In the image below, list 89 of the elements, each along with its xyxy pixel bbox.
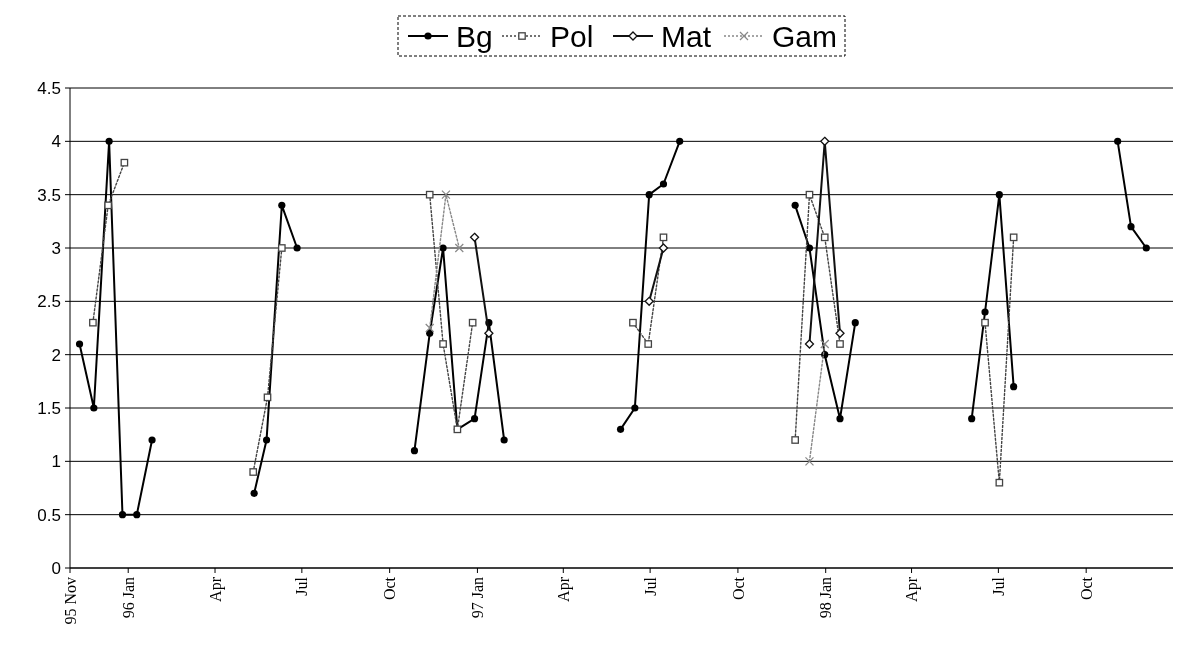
x-tick-label: 96 Jan: [119, 577, 137, 619]
point: [981, 308, 989, 316]
point: [410, 447, 419, 455]
point: [278, 201, 286, 209]
y-tick-label: 0.5: [37, 505, 61, 525]
point: [439, 340, 447, 348]
point: [820, 233, 829, 242]
y-tick-label: 1.5: [37, 398, 61, 418]
y-tick-label: 1: [51, 452, 61, 472]
point: [89, 318, 97, 327]
point: [249, 468, 258, 476]
x-tick-label: Jul: [641, 576, 659, 596]
y-tick-label: 4.5: [37, 78, 61, 98]
point: [439, 244, 447, 252]
legend-label: Mat: [661, 19, 712, 53]
point: [263, 393, 272, 402]
x-tick-label: Jul: [989, 576, 1007, 596]
point: [426, 329, 434, 337]
point: [118, 511, 127, 519]
x-tick-label: Jul: [293, 576, 311, 596]
point: [1142, 244, 1150, 252]
point: [981, 318, 989, 327]
point: [468, 318, 477, 327]
y-tick-label: 2: [51, 345, 61, 365]
point: [469, 232, 480, 242]
point: [90, 404, 98, 412]
point: [804, 456, 815, 466]
point: [836, 340, 844, 348]
point: [105, 137, 113, 145]
point: [1010, 383, 1018, 391]
y-tick-label: 2.5: [37, 292, 61, 312]
point: [659, 180, 668, 188]
point: [148, 436, 156, 444]
point: [293, 244, 301, 252]
point: [676, 137, 684, 145]
point: [262, 436, 271, 444]
point: [820, 339, 830, 349]
point: [120, 158, 129, 167]
point: [133, 511, 141, 519]
legend-label: Pol: [550, 19, 594, 53]
point: [75, 340, 84, 348]
point: [836, 415, 844, 423]
point: [644, 340, 653, 348]
point: [616, 425, 625, 433]
point: [629, 318, 637, 327]
point: [791, 201, 799, 209]
point: [995, 191, 1003, 199]
point: [1114, 137, 1122, 145]
x-tick-label: Apr: [206, 576, 225, 602]
point: [658, 243, 669, 253]
x-tick-label: 98 Jan: [817, 577, 835, 619]
point: [820, 136, 830, 146]
x-tick-label: Oct: [1077, 576, 1095, 601]
point: [1127, 223, 1135, 231]
point: [791, 436, 800, 444]
point: [484, 328, 494, 338]
point: [277, 244, 286, 252]
x-tick-label: Oct: [729, 576, 747, 601]
point: [1009, 233, 1018, 242]
y-tick-label: 3.5: [37, 185, 61, 205]
point: [250, 489, 258, 497]
point: [659, 233, 668, 242]
point: [631, 404, 639, 412]
point: [805, 190, 814, 199]
point: [470, 415, 479, 423]
x-tick-label: Oct: [381, 576, 399, 601]
point: [835, 328, 845, 338]
point: [104, 201, 113, 210]
x-tick-label: Apr: [903, 576, 922, 602]
point: [805, 244, 814, 252]
point: [441, 190, 451, 200]
point: [500, 436, 508, 444]
legend-label: Gam: [772, 19, 838, 53]
x-tick-label: 95 Nov: [61, 577, 79, 625]
point: [804, 339, 815, 349]
x-tick-label: Apr: [554, 576, 573, 602]
y-tick-label: 3: [51, 238, 61, 258]
legend-label: Bg: [456, 19, 493, 53]
point: [425, 323, 435, 333]
y-tick-label: 4: [51, 132, 61, 152]
point: [644, 296, 654, 306]
point: [968, 415, 976, 423]
x-tick-label: 97 Jan: [469, 577, 487, 619]
y-tick-label: 0: [51, 558, 61, 578]
point: [454, 243, 464, 253]
point: [645, 191, 653, 199]
point: [425, 190, 434, 199]
point: [995, 478, 1004, 487]
point: [851, 319, 859, 327]
